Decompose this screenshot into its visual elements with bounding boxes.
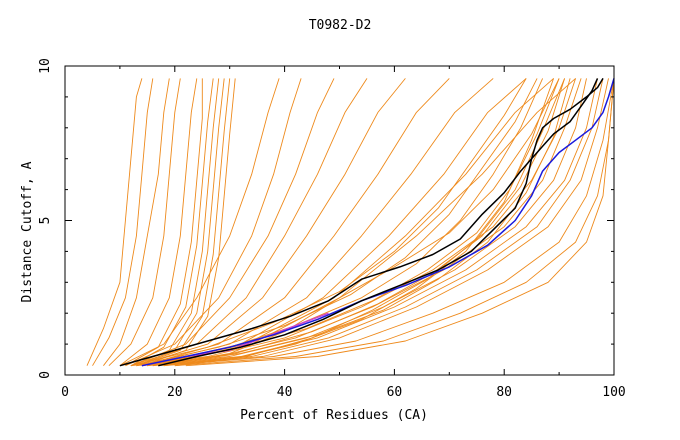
- series-line-orange-17: [141, 78, 494, 367]
- series-line-orange-35: [152, 78, 571, 367]
- series-line-orange-38: [163, 78, 566, 367]
- series-line-black-39: [119, 78, 599, 367]
- series-line-orange-30: [141, 78, 544, 367]
- y-tick-label-5: 5: [38, 217, 53, 225]
- y-axis-label: Distance Cutoff, A: [20, 161, 35, 302]
- series-line-orange-10: [141, 78, 236, 367]
- series-line-orange-37: [158, 78, 560, 367]
- series-line-orange-26: [158, 78, 609, 367]
- chart-title: T0982-D2: [309, 18, 372, 33]
- x-tick-label-40: 40: [277, 385, 293, 400]
- x-axis-label: Percent of Residues (CA): [240, 408, 428, 423]
- x-tick-label-100: 100: [602, 385, 625, 400]
- x-tick-label-20: 20: [167, 385, 183, 400]
- series-line-blue-41: [141, 78, 615, 367]
- series-line-orange-7: [130, 78, 220, 367]
- series-line-orange-31: [136, 78, 538, 367]
- series-line-orange-32: [130, 78, 527, 367]
- series-line-orange-0: [86, 78, 143, 366]
- y-axis: 0 5 10: [38, 58, 614, 379]
- series-line-orange-9: [136, 78, 231, 367]
- y-tick-label-10: 10: [38, 58, 53, 74]
- series-line-orange-4: [119, 78, 198, 367]
- series-line-orange-24: [147, 78, 598, 367]
- series-line-orange-34: [174, 78, 555, 367]
- series-line-orange-12: [125, 78, 302, 367]
- x-tick-label-80: 80: [496, 385, 512, 400]
- series-line-black-40: [158, 78, 604, 367]
- series-line-orange-27: [163, 78, 615, 367]
- series-line-orange-15: [136, 78, 406, 367]
- series-line-orange-1: [92, 78, 154, 366]
- series-line-orange-16: [141, 78, 450, 367]
- x-axis: 0 20 40 60 80 100: [61, 66, 626, 400]
- series-line-orange-25: [152, 78, 604, 367]
- series-line-orange-2: [103, 78, 170, 366]
- series-line-orange-29: [185, 78, 615, 367]
- series-line-orange-13: [130, 78, 335, 367]
- x-tick-label-0: 0: [61, 385, 69, 400]
- y-tick-label-0: 0: [38, 371, 53, 379]
- x-tick-label-60: 60: [387, 385, 403, 400]
- series-line-orange-6: [130, 78, 214, 367]
- series-line-orange-3: [108, 78, 181, 367]
- series-group: [86, 78, 615, 367]
- series-line-orange-28: [174, 78, 615, 367]
- plot-area: [64, 65, 615, 376]
- series-line-orange-23: [141, 78, 587, 367]
- series-line-orange-11: [119, 78, 280, 367]
